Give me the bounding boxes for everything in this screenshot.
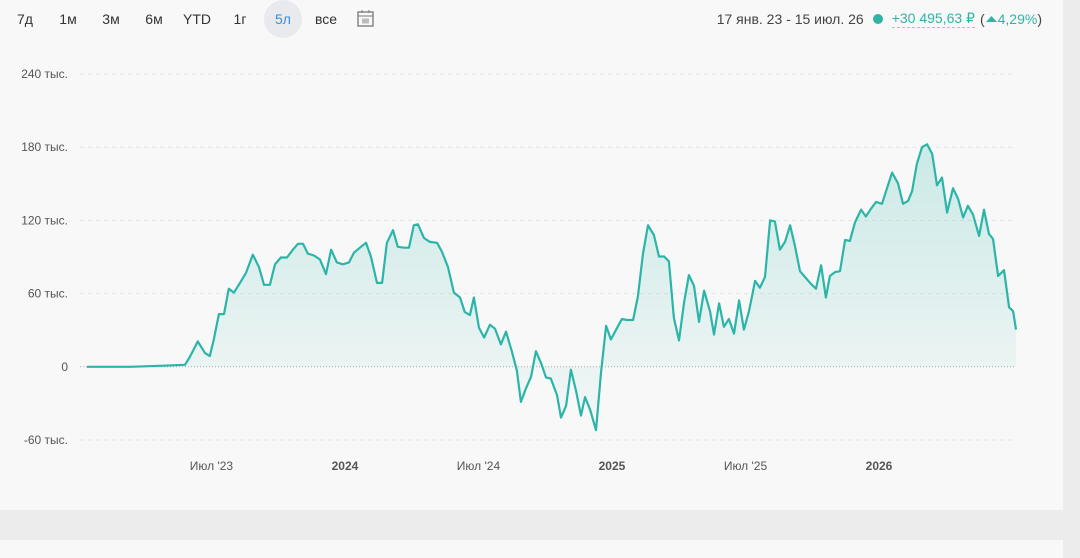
- area-fill: [87, 144, 1016, 431]
- range-button[interactable]: 5л: [264, 0, 302, 38]
- lower-panel: [0, 540, 1063, 558]
- range-button[interactable]: 1м: [59, 11, 77, 27]
- change-value[interactable]: +30 495,63 ₽: [891, 10, 975, 28]
- x-tick-label: Июл '25: [724, 459, 768, 473]
- x-tick-label: 2025: [599, 459, 626, 473]
- y-tick-label: 120 тыс.: [21, 213, 68, 227]
- y-tick-label: -60 тыс.: [24, 433, 68, 447]
- x-tick-label: Июл '24: [457, 459, 501, 473]
- y-tick-label: 60 тыс.: [28, 287, 68, 301]
- range-button[interactable]: все: [314, 11, 338, 27]
- y-tick-label: 180 тыс.: [21, 140, 68, 154]
- x-tick-label: 2026: [866, 459, 893, 473]
- percent-close: ): [1037, 11, 1042, 27]
- dot-icon: [872, 14, 883, 24]
- chart: -60 тыс. 0 60 тыс. 120 тыс. 180 тыс. 240 тыс.…: [21, 67, 1018, 473]
- change-percent: 4,29%: [997, 11, 1038, 27]
- range-button[interactable]: 7д: [17, 11, 33, 27]
- up-triangle: [985, 16, 997, 22]
- x-tick-label: Июл '23: [190, 459, 234, 473]
- x-tick-label: 2024: [332, 459, 359, 473]
- range-button[interactable]: YTD: [183, 11, 211, 27]
- range-button[interactable]: 3м: [102, 11, 120, 27]
- range-button[interactable]: 1г: [233, 11, 247, 27]
- range-toolbar: 7д 1м 3м 6м YTD 1г 5л все: [6, 0, 377, 38]
- y-tick-label: 240 тыс.: [21, 67, 68, 81]
- y-tick-label: 0: [61, 360, 68, 374]
- range-button[interactable]: 6м: [145, 11, 163, 27]
- line: [87, 143, 1018, 432]
- summary: 17 янв. 23 - 15 июл. 26 +30 495,63 ₽ ( 4…: [717, 10, 1042, 28]
- calendar-button[interactable]: [355, 8, 377, 30]
- percent-open: (: [979, 11, 985, 27]
- date-range: 17 янв. 23 - 15 июл. 26: [716, 11, 864, 27]
